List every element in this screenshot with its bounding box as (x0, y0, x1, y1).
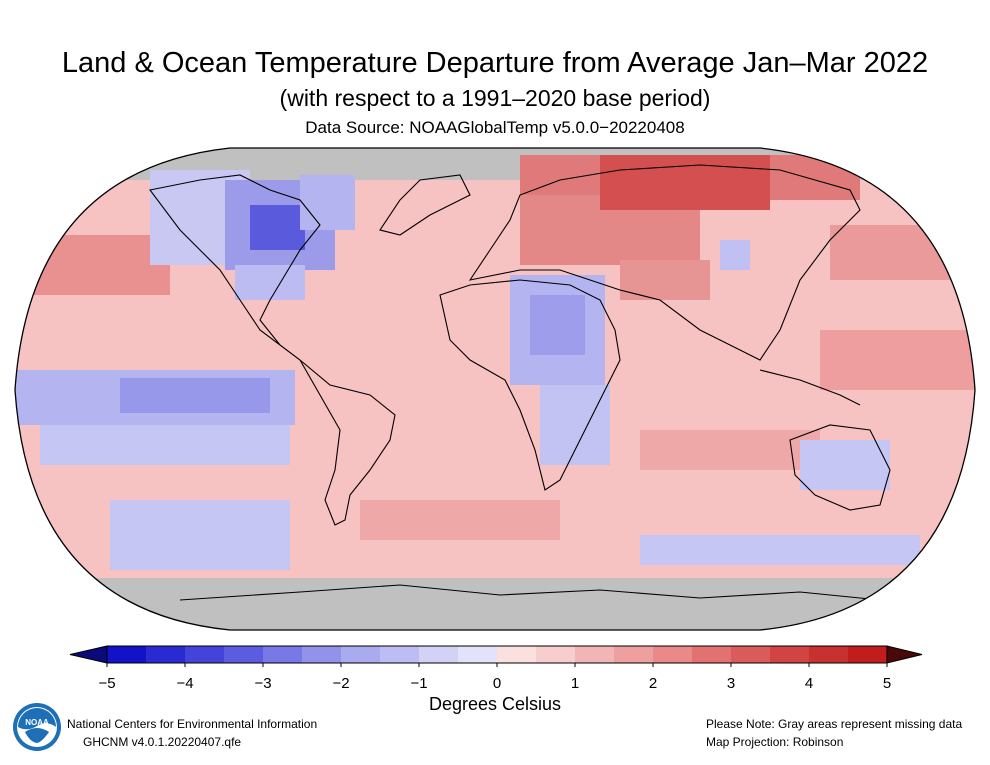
tick-label: 0 (492, 675, 502, 692)
footer-org: National Centers for Environmental Infor… (67, 717, 318, 731)
map-title: Land & Ocean Temperature Departure from … (61, 47, 929, 79)
colorbar-cell (380, 646, 420, 663)
colorbar-cell (809, 646, 849, 663)
tick-label: 2 (648, 675, 658, 692)
colorbar-low-arrow (69, 645, 108, 664)
colorbar-cell (341, 646, 381, 663)
sindian-cool (640, 535, 920, 565)
colorbar-cell (614, 646, 654, 663)
footer-note: Please Note: Gray areas represent missin… (706, 717, 963, 731)
colorbar-high-arrow (886, 645, 923, 664)
logo-text: NOAA (25, 718, 49, 727)
wpacific-warm (820, 330, 975, 390)
sahara-cold (530, 295, 585, 355)
us-cool (235, 265, 305, 300)
colorbar-cell (263, 646, 303, 663)
colorbar-cell (536, 646, 576, 663)
australia-cool (800, 440, 890, 490)
colorbar-cell (302, 646, 342, 663)
tick-label: −1 (410, 675, 428, 692)
colorbar-cell (107, 646, 147, 663)
globe-outline (14, 147, 976, 631)
tick-label: 5 (882, 675, 892, 692)
tick-label: −3 (254, 675, 272, 692)
colorbar-cell (575, 646, 615, 663)
tick-label: −4 (176, 675, 194, 692)
colorbar-cell (731, 646, 771, 663)
colorbar-cell (770, 646, 810, 663)
southern-africa-cool (540, 385, 610, 465)
indian-warm (640, 430, 820, 470)
colorbar-unit-label: Degrees Celsius (428, 694, 562, 714)
colorbar-cell (653, 646, 693, 663)
tick-label: 1 (570, 675, 580, 692)
spacific-cool (40, 425, 290, 465)
coastlines (149, 164, 891, 601)
china-cool (720, 240, 750, 270)
tick-label: 3 (726, 675, 736, 692)
noaa-logo-icon: NOAA (13, 703, 61, 751)
enso-core (120, 378, 270, 413)
colorbar-cell (146, 646, 186, 663)
colorbar-cell (419, 646, 459, 663)
colorbar-cell (848, 646, 888, 663)
colorbar-cell (497, 646, 537, 663)
tick-label: 4 (804, 675, 814, 692)
arctic-russia-hot (600, 155, 770, 210)
data-source: Data Source: NOAAGlobalTemp v5.0.0−20220… (305, 118, 685, 137)
footer-projection: Map Projection: Robinson (706, 735, 844, 749)
colorbar-cell (185, 646, 225, 663)
tick-label: −2 (332, 675, 350, 692)
tick-label: −5 (98, 675, 116, 692)
map-subtitle: (with respect to a 1991–2020 base period… (279, 85, 711, 111)
southern-ocean-cool (110, 500, 290, 570)
satlantic-warm (360, 500, 560, 540)
footer-version: GHCNM v4.0.1.20220407.qfe (83, 735, 242, 749)
colorbar-cell (224, 646, 264, 663)
colorbar-cell (458, 646, 498, 663)
hudson-cold (250, 205, 305, 250)
colorbar-cell (692, 646, 732, 663)
labrador-cool (300, 175, 355, 230)
